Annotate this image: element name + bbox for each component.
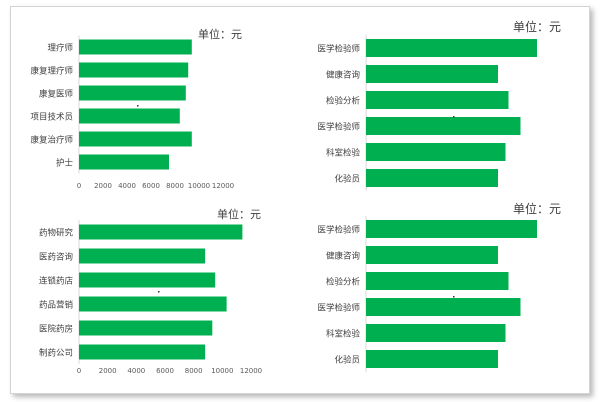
x-tick-label: 8000 [166, 182, 184, 190]
unit-label: 单位：元 [217, 207, 261, 221]
unit-label: 单位：元 [513, 19, 561, 34]
category-label: 健康咨询 [326, 251, 360, 262]
bar [79, 224, 243, 240]
bar [79, 344, 206, 360]
x-tick-label: 12000 [212, 182, 234, 190]
bar [366, 117, 521, 135]
bar [79, 296, 227, 312]
bar [79, 248, 206, 264]
category-label: 项目技术员 [30, 112, 73, 123]
bar [366, 143, 506, 161]
category-label: 检验分析 [326, 96, 361, 107]
category-label: 医学检验师 [317, 225, 360, 236]
category-label: 制药公司 [39, 348, 73, 359]
category-label: 医学检验师 [317, 44, 360, 55]
bar [366, 350, 498, 368]
category-label: 护士 [56, 158, 74, 169]
category-label: 检验分析 [326, 277, 361, 288]
x-tick-label: 2000 [94, 182, 112, 190]
x-tick-label: 6000 [142, 182, 160, 190]
bar [366, 91, 509, 109]
chart-frame: 单位：元 理疗师 康复理疗师 康复医师 项目技术员 康复治疗师 护士 0 2000 4000 600… [10, 6, 590, 394]
category-label: 药品营销 [39, 300, 74, 311]
unit-label: 单位：元 [513, 201, 561, 216]
category-label: 医学检验师 [317, 122, 360, 133]
x-tick-label: 12000 [240, 367, 262, 375]
bar [79, 320, 213, 336]
x-tick-label: 0 [77, 182, 81, 190]
x-tick-label: 10000 [188, 182, 210, 190]
bar [366, 65, 498, 83]
x-tick-label: 0 [77, 367, 81, 375]
bar [366, 220, 537, 238]
x-tick-label: 4000 [127, 367, 145, 375]
bar [79, 131, 192, 147]
x-tick-label: 8000 [185, 367, 203, 375]
bar [366, 39, 537, 57]
category-label: 康复治疗师 [30, 135, 73, 146]
bar [79, 39, 192, 55]
bar [366, 169, 498, 187]
unit-label: 单位：元 [198, 27, 242, 41]
category-label: 医学检验师 [317, 303, 360, 314]
category-label: 健康咨询 [326, 70, 360, 81]
x-tick-label: 10000 [211, 367, 233, 375]
category-label: 化验员 [334, 174, 360, 185]
bar [366, 324, 506, 342]
bar [79, 272, 216, 288]
x-tick-label: 2000 [99, 367, 117, 375]
category-label: 化验员 [334, 355, 360, 366]
x-tick-label: 4000 [118, 182, 136, 190]
stray-mark [453, 296, 455, 298]
bar [79, 154, 169, 170]
bar [79, 108, 180, 124]
category-label: 理疗师 [47, 43, 73, 54]
category-label: 康复理疗师 [30, 66, 73, 77]
bar [366, 272, 509, 290]
category-label: 医院药房 [39, 324, 73, 335]
stray-mark [158, 291, 160, 293]
category-label: 科室检验 [326, 329, 361, 340]
bar [366, 298, 521, 316]
category-label: 康复医师 [39, 89, 74, 100]
x-tick-label: 6000 [156, 367, 174, 375]
stray-mark [137, 105, 139, 107]
category-label: 医药咨询 [39, 252, 73, 263]
bar [366, 246, 498, 264]
bar [79, 62, 189, 78]
category-label: 连锁药店 [39, 276, 74, 287]
category-label: 科室检验 [326, 148, 361, 159]
stray-mark [453, 116, 455, 118]
bar [79, 85, 186, 101]
category-label: 药物研究 [39, 228, 74, 239]
